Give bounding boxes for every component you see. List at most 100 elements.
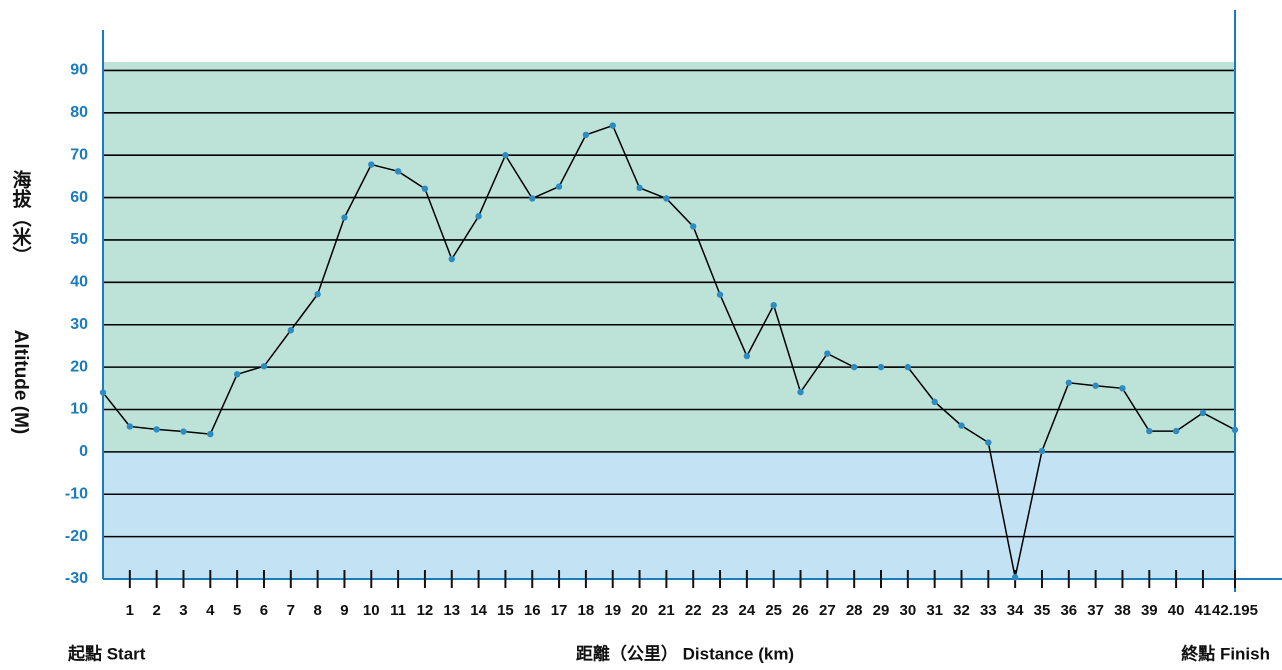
data-point [716, 291, 724, 298]
data-point [850, 363, 858, 371]
finish-label: 終點 Finish [1181, 643, 1270, 663]
y-tick-label: 60 [70, 189, 88, 206]
x-tick-label: 13 [443, 602, 460, 619]
x-tick-label: 9 [340, 602, 348, 619]
x-tick-label: 35 [1034, 602, 1051, 619]
y-tick-label: -30 [65, 570, 88, 587]
data-point [529, 195, 536, 202]
data-point [1199, 409, 1207, 417]
data-point [582, 131, 590, 139]
data-point [448, 255, 455, 263]
data-point [368, 161, 375, 168]
y-tick-label: 80 [70, 104, 88, 121]
x-tick-label: 22 [685, 602, 702, 619]
x-tick-label: 29 [873, 602, 890, 619]
x-tick-label: 5 [233, 602, 241, 619]
data-point [394, 168, 402, 175]
data-point [1092, 382, 1099, 389]
data-point [663, 195, 670, 202]
x-tick-label: 4 [206, 602, 215, 619]
data-point [1172, 427, 1180, 435]
y-tick-label: 20 [70, 358, 88, 375]
data-point [743, 352, 751, 360]
data-point [287, 327, 294, 334]
y-tick-label: 40 [70, 274, 88, 291]
x-tick-label: 40 [1168, 602, 1185, 619]
data-point [985, 439, 992, 446]
x-tick-label: 11 [390, 602, 406, 619]
data-point [314, 291, 321, 298]
data-point [931, 398, 938, 406]
y-tick-label: 90 [70, 62, 88, 79]
x-tick-label: 25 [765, 602, 782, 619]
x-tick-label: 18 [578, 602, 595, 619]
y-tick-label: 70 [70, 146, 88, 163]
data-point [770, 302, 777, 309]
x-tick-label: 20 [631, 602, 648, 619]
y-tick-label: 10 [70, 401, 88, 418]
x-tick-label: 16 [524, 602, 541, 619]
x-tick-label: 10 [363, 602, 380, 619]
start-label: 起點 Start [67, 643, 146, 663]
data-point [690, 223, 697, 230]
x-tick-label: 24 [739, 602, 756, 619]
data-point [1011, 574, 1019, 581]
data-point [958, 422, 965, 429]
data-point [153, 426, 160, 433]
x-tick-label: 14 [470, 602, 487, 619]
y-tick-label: -20 [65, 528, 88, 545]
data-point [260, 363, 268, 370]
data-point [824, 350, 831, 357]
data-point [904, 363, 912, 371]
data-point [1146, 427, 1153, 435]
data-point [233, 371, 241, 378]
x-tick-label: 1 [126, 602, 134, 619]
x-tick-label: 2 [152, 602, 160, 619]
data-point [99, 389, 107, 396]
x-tick-label: 39 [1141, 602, 1158, 619]
data-point [1231, 426, 1239, 434]
data-point [502, 152, 509, 159]
x-axis-label: 距離（公里） Distance (km) [576, 643, 794, 663]
data-point [207, 430, 214, 438]
x-tick-label: 12 [417, 602, 434, 619]
x-tick-label: 15 [497, 602, 514, 619]
y-axis-label-zh: 海拔（米） [10, 169, 32, 265]
data-point [1119, 385, 1126, 392]
y-tick-label: 0 [79, 443, 88, 460]
data-point [126, 423, 134, 430]
x-tick-label: 6 [260, 602, 268, 619]
data-point [555, 183, 563, 190]
data-point [797, 388, 804, 396]
y-tick-label: 50 [70, 231, 88, 248]
y-axis-label-en: Altitude (M) [10, 330, 31, 434]
x-tick-label: 23 [712, 602, 729, 619]
x-tick-label: 42.195 [1212, 602, 1258, 619]
x-tick-label: 36 [1060, 602, 1077, 619]
x-tick-label: 26 [792, 602, 809, 619]
x-tick-label: 34 [1007, 602, 1024, 619]
data-point [180, 428, 187, 435]
data-point [636, 184, 643, 192]
data-point [609, 122, 616, 129]
x-tick-label: 21 [658, 602, 675, 619]
x-tick-label: 33 [980, 602, 997, 619]
x-tick-label: 19 [604, 602, 621, 619]
x-tick-label: 27 [819, 602, 836, 619]
x-tick-label: 3 [179, 602, 187, 619]
x-tick-label: 28 [846, 602, 863, 619]
x-tick-label: 30 [899, 602, 916, 619]
data-point [341, 214, 348, 221]
x-tick-label: 7 [287, 602, 295, 619]
below-zero-area [103, 451, 1235, 579]
y-tick-label: -10 [65, 485, 88, 502]
data-point [1038, 447, 1046, 455]
x-tick-label: 32 [953, 602, 970, 619]
x-tick-label: 38 [1114, 602, 1131, 619]
x-tick-label: 17 [551, 602, 568, 619]
above-zero-area [103, 62, 1235, 452]
data-point [877, 363, 885, 371]
data-point [1065, 379, 1073, 386]
x-tick-label: 41 [1195, 602, 1212, 619]
